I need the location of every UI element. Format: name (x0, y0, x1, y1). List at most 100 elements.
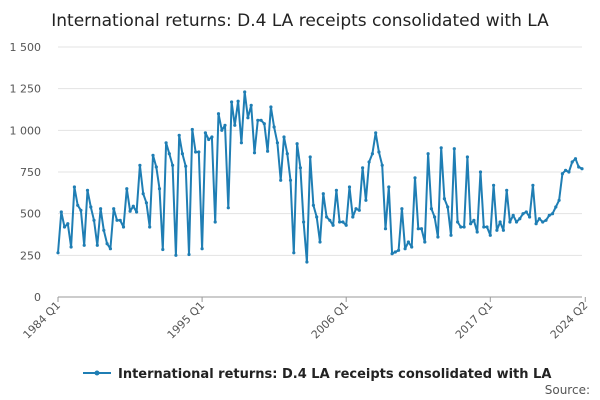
data-point (190, 127, 194, 132)
data-point (334, 188, 338, 192)
data-point (495, 228, 499, 232)
y-tick-label: 1 000 (10, 124, 42, 137)
data-point (318, 240, 322, 244)
data-point (439, 146, 443, 150)
data-point (121, 225, 126, 229)
data-point (410, 245, 414, 249)
data-point (321, 192, 325, 196)
data-point (66, 222, 70, 226)
axes (57, 296, 586, 302)
x-tick-labels: 1984 Q1 1995 Q1 2006 Q1 2017 Q1 2024 Q2 (21, 299, 591, 342)
series-layer (56, 90, 584, 264)
data-point (531, 183, 535, 187)
legend-marker-swatch (94, 370, 100, 376)
data-point (118, 218, 122, 222)
data-point (203, 131, 207, 135)
data-point (279, 178, 283, 182)
data-point (452, 147, 456, 151)
data-point (341, 220, 345, 224)
data-point (295, 142, 299, 146)
data-point (564, 168, 568, 172)
data-point (243, 90, 247, 94)
data-point (76, 203, 80, 207)
data-point (131, 204, 135, 208)
data-point (154, 165, 158, 169)
x-tick-label: 1984 Q1 (21, 299, 64, 342)
data-point (302, 220, 306, 224)
data-point (429, 207, 433, 211)
data-point (315, 215, 319, 219)
data-point (390, 252, 394, 256)
data-point (95, 243, 99, 247)
data-point (459, 225, 463, 229)
data-point (233, 123, 237, 127)
data-point (180, 152, 184, 156)
data-point (105, 242, 109, 246)
data-point (262, 122, 266, 126)
x-tick-label: 2024 Q2 (548, 299, 591, 342)
data-point (305, 260, 309, 264)
data-point (207, 137, 211, 142)
data-point (135, 210, 139, 214)
y-tick-labels: 0 250 500 750 1 000 1 250 1 500 (10, 41, 42, 304)
data-point (364, 198, 368, 202)
data-point (446, 205, 450, 209)
data-point (194, 150, 198, 154)
data-point (442, 197, 446, 201)
data-point (56, 251, 60, 255)
data-point (511, 213, 515, 217)
data-point (115, 218, 119, 222)
data-point (573, 157, 578, 161)
data-point (141, 192, 145, 196)
data-point (331, 223, 335, 227)
data-point (102, 228, 106, 232)
data-point (406, 240, 410, 244)
data-point (82, 243, 86, 247)
chart-title: International returns: D.4 LA receipts c… (51, 11, 549, 31)
data-point (449, 233, 453, 237)
data-point (478, 170, 483, 174)
data-point (69, 245, 73, 249)
data-point (72, 185, 76, 189)
data-point (351, 215, 355, 219)
data-point (570, 160, 574, 164)
data-point (357, 208, 361, 212)
data-point (223, 123, 227, 127)
data-point (252, 151, 257, 155)
data-point (230, 100, 234, 104)
data-point (236, 99, 240, 103)
data-point (177, 133, 181, 137)
data-point (112, 207, 116, 211)
data-point (419, 227, 424, 231)
data-point (259, 118, 263, 122)
data-point (85, 188, 90, 192)
data-point (400, 207, 404, 211)
data-point (501, 228, 505, 232)
data-point (210, 135, 214, 139)
data-point (433, 215, 437, 219)
data-point (99, 207, 103, 211)
data-point (92, 218, 96, 222)
data-point (361, 166, 365, 170)
data-point (239, 141, 243, 145)
x-tick-label: 2017 Q1 (453, 299, 496, 342)
data-point (374, 131, 378, 135)
data-point (541, 220, 545, 224)
data-point (560, 172, 565, 176)
data-point (226, 206, 230, 210)
data-point (347, 185, 352, 189)
data-point (426, 152, 430, 156)
data-point (164, 141, 168, 145)
data-point (285, 152, 289, 156)
y-tick-label: 1 500 (10, 41, 42, 54)
data-point (161, 247, 165, 252)
data-point (148, 225, 152, 229)
data-point (488, 233, 492, 237)
data-point (544, 218, 548, 222)
data-point (416, 227, 420, 231)
data-point (138, 163, 142, 167)
data-point (456, 220, 460, 224)
data-point (528, 215, 532, 219)
data-point (325, 215, 329, 219)
